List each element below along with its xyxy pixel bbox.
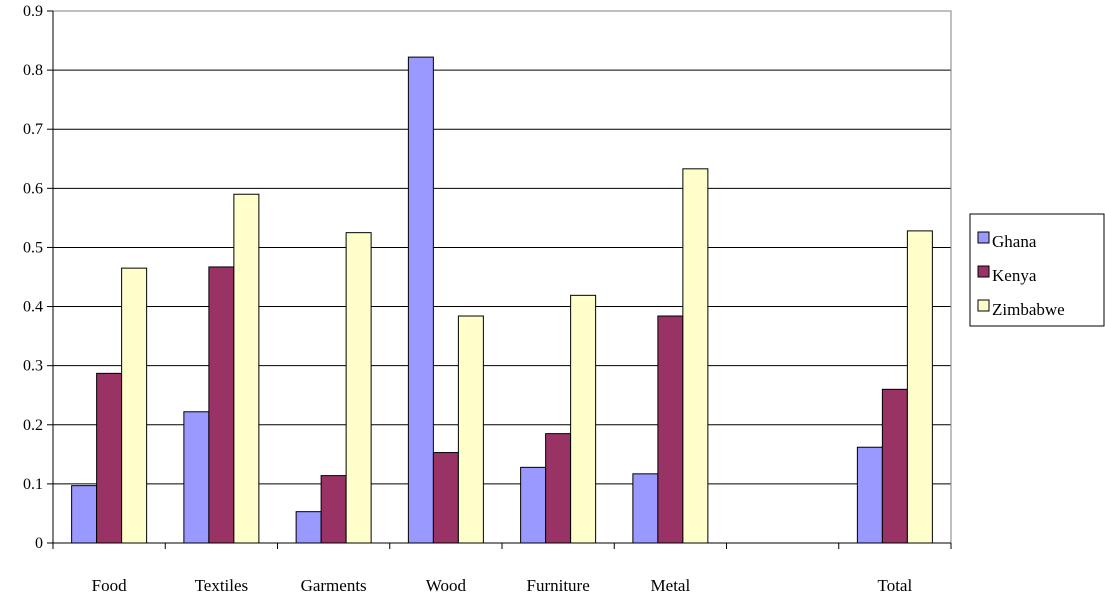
x-axis-tick-labels: Food Textiles Garments Wood Furniture Metal To…	[92, 576, 913, 595]
legend-swatch-zimbabwe	[977, 299, 990, 312]
bar-kenya-metal	[657, 315, 684, 544]
y-tick-label: 0.1	[23, 476, 43, 493]
bars	[71, 56, 933, 544]
bar-kenya-textiles	[208, 266, 235, 544]
x-tick-label: Wood	[426, 576, 467, 595]
y-tick-label: 0.2	[23, 417, 43, 434]
bar-ghana-food	[71, 485, 98, 544]
bar-kenya-furniture	[545, 433, 572, 544]
bar-ghana-textiles	[183, 411, 210, 544]
y-tick-label: 0.5	[23, 239, 43, 256]
legend-label-ghana: Ghana	[992, 232, 1037, 251]
bar-ghana-wood	[407, 56, 434, 544]
x-tick-label: Furniture	[526, 576, 589, 595]
x-tick-label: Total	[878, 576, 913, 595]
x-tick-label: Garments	[301, 576, 367, 595]
legend-items: Ghana Kenya Zimbabwe	[977, 231, 1065, 319]
bar-zimbabwe-garments	[345, 232, 372, 544]
bar-kenya-garments	[320, 475, 347, 544]
bar-kenya-food	[96, 372, 123, 544]
x-tick-label: Food	[92, 576, 127, 595]
bar-ghana-garments	[295, 511, 322, 544]
x-tick-label: Textiles	[195, 576, 249, 595]
bar-zimbabwe-food	[121, 267, 148, 544]
bar-zimbabwe-total	[906, 230, 933, 544]
bar-zimbabwe-metal	[682, 168, 709, 544]
y-tick-label: 0	[35, 535, 43, 552]
bar-ghana-metal	[632, 473, 659, 544]
legend-label-zimbabwe: Zimbabwe	[992, 300, 1065, 319]
bar-zimbabwe-textiles	[233, 193, 260, 544]
legend-swatch-kenya	[977, 265, 990, 278]
y-tick-label: 0.9	[23, 3, 43, 20]
bar-zimbabwe-wood	[457, 315, 484, 544]
bar-ghana-total	[856, 446, 883, 544]
y-tick-label: 0.8	[23, 62, 43, 79]
y-tick-label: 0.3	[23, 358, 43, 375]
bar-kenya-wood	[432, 452, 459, 544]
y-tick-label: 0.4	[23, 299, 43, 316]
legend-box	[969, 213, 1105, 327]
legend-swatch-ghana	[977, 231, 990, 244]
legend-label-kenya: Kenya	[992, 266, 1037, 285]
bar-ghana-furniture	[520, 466, 547, 544]
legend: Ghana Kenya Zimbabwe	[969, 213, 1105, 327]
y-tick-label: 0.6	[23, 180, 43, 197]
y-tick-label: 0.7	[23, 121, 43, 138]
y-axis-tick-labels: 0 0.1 0.2 0.3 0.4 0.5 0.6 0.7 0.8 0.9	[23, 3, 43, 552]
bar-zimbabwe-furniture	[570, 294, 597, 544]
x-tick-label: Metal	[651, 576, 691, 595]
axes	[47, 10, 952, 549]
bar-kenya-total	[881, 388, 908, 544]
